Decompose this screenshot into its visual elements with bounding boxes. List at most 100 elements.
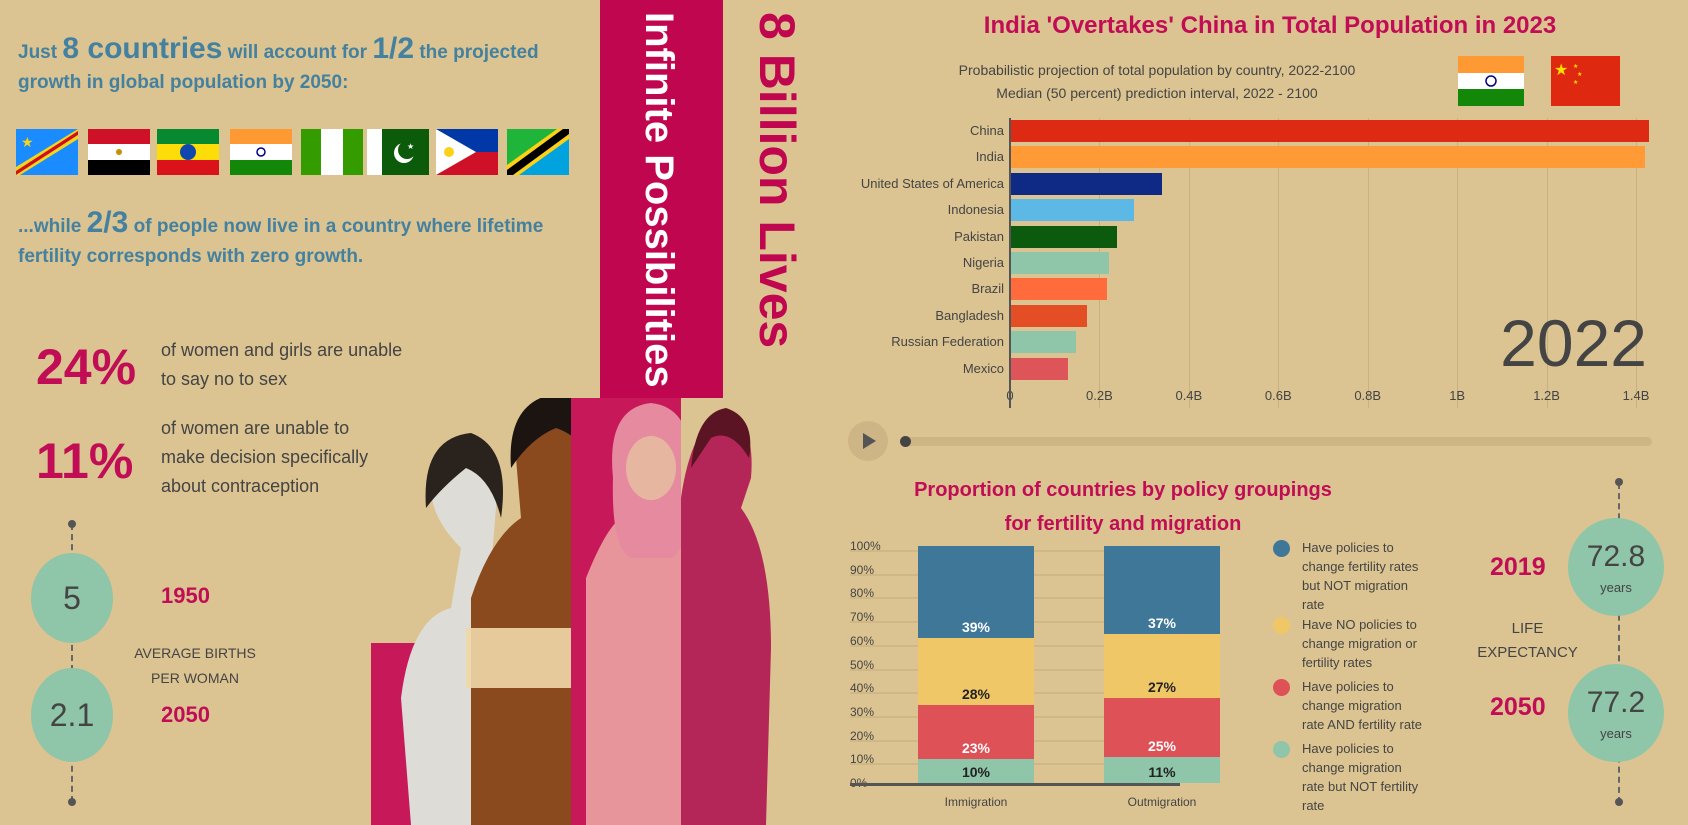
gridline: [1457, 118, 1459, 408]
stat-11-value: 11%: [36, 433, 134, 489]
timeline-slider[interactable]: [900, 436, 1652, 447]
bar-russian-federation: [1011, 331, 1076, 354]
timeline-dot: [1615, 798, 1623, 806]
flag-nigeria-icon: [301, 129, 363, 175]
bar-label: Russian Federation: [891, 334, 1004, 350]
life-timeline-line: [1618, 483, 1620, 803]
text: Just: [18, 42, 63, 63]
text: make decision specifically: [161, 447, 369, 467]
category-label: Outmigration: [1127, 795, 1197, 809]
stack-segment: 27%: [1104, 633, 1220, 698]
india-flag-icon: [1458, 56, 1524, 106]
legend-line: change migration or: [1302, 636, 1417, 651]
side-title: 8 Billion Lives: [749, 12, 805, 349]
births-label: AVERAGE BIRTHS PER WOMAN: [120, 641, 270, 691]
stat-11-text: of women are unable to make decision spe…: [161, 414, 368, 501]
births-value: 5: [63, 579, 81, 616]
bar-pakistan: [1011, 225, 1117, 248]
bar-brazil: [1011, 278, 1108, 301]
y-tick-label: 20%: [850, 728, 875, 743]
bar-bangladesh: [1011, 304, 1088, 327]
highlight: 1/2: [372, 32, 415, 65]
bar-label: United States of America: [860, 175, 1004, 191]
segment-label: 10%: [961, 763, 991, 780]
gridline: [1188, 118, 1190, 408]
gridline: [1367, 118, 1369, 408]
legend-line: rate: [1302, 798, 1325, 813]
legend-line: Have policies to: [1302, 540, 1394, 555]
segment-label: 28%: [961, 685, 991, 702]
text: LIFE: [1511, 620, 1544, 637]
play-button[interactable]: [848, 421, 888, 461]
y-axis: [1009, 118, 1011, 408]
bar-mexico: [1011, 357, 1068, 380]
flag-india-icon: [230, 129, 292, 175]
y-tick-label: 70%: [850, 610, 875, 625]
play-icon: [863, 433, 876, 449]
stack-segment: 25%: [1104, 697, 1220, 757]
x-tick-label: 1.4B: [1622, 388, 1650, 403]
svg-text:★: ★: [1573, 63, 1578, 70]
x-tick-label: 0.4B: [1175, 388, 1203, 403]
text: ...while: [18, 216, 87, 237]
flag-philippines-icon: [436, 129, 498, 175]
segment-label: 39%: [961, 619, 991, 636]
text: will account for: [222, 42, 373, 63]
while-line-1: ...while 2/3 of people now live in a cou…: [18, 206, 543, 240]
bar-label: Pakistan: [954, 228, 1004, 244]
year-1950: 1950: [161, 583, 210, 608]
svg-text:★: ★: [1577, 71, 1582, 78]
segment-label: 25%: [1147, 737, 1177, 754]
stack-segment: 11%: [1104, 756, 1220, 783]
year-2050: 2050: [161, 702, 210, 727]
bar-label: India: [975, 149, 1004, 165]
timeline-dot: [1615, 478, 1623, 486]
text: to say no to sex: [161, 369, 288, 389]
flag-ethiopia-icon: [157, 129, 219, 175]
intro-line-2: growth in global population by 2050:: [18, 72, 349, 93]
svg-text:★: ★: [21, 134, 34, 150]
population-chart-title: India 'Overtakes' China in Total Populat…: [983, 12, 1557, 39]
y-tick-label: 10%: [850, 752, 875, 767]
legend-item: Have policies to change migration rate but…: [1302, 739, 1452, 815]
births-value: 2.1: [49, 696, 95, 733]
life-year-2019: 2019: [1490, 553, 1546, 581]
text: EXPECTANCY: [1477, 644, 1578, 661]
legend-line: fertility rates: [1302, 655, 1373, 670]
legend-line: change migration: [1302, 698, 1402, 713]
bar-label: Brazil: [971, 281, 1004, 297]
women-illustration: [371, 398, 831, 825]
legend-swatch: [1273, 679, 1290, 696]
x-axis: [850, 783, 1180, 786]
x-tick-label: 1.2B: [1533, 388, 1560, 403]
segment-label: 27%: [1147, 678, 1177, 695]
y-tick-label: 30%: [850, 704, 875, 719]
band-title: Infinite Possibilities: [637, 12, 681, 388]
x-tick-label: 1B: [1449, 388, 1466, 403]
bar-india: [1011, 146, 1645, 169]
policy-chart-title-2: for fertility and migration: [1004, 513, 1242, 535]
slider-handle[interactable]: [900, 436, 911, 447]
flag-egypt-icon: [88, 129, 150, 175]
x-tick-label: 0.2B: [1086, 388, 1113, 403]
births-2050-circle: 2.1: [31, 668, 113, 762]
bar-label: Bangladesh: [935, 307, 1004, 323]
segment-label: 37%: [1147, 614, 1177, 631]
intro-line-1: Just 8 countries will account for 1/2 th…: [18, 32, 539, 66]
bar-label: China: [970, 123, 1004, 138]
text: PER WOMAN: [151, 670, 239, 686]
flag-tanzania-icon: [507, 129, 569, 175]
gridline: [1546, 118, 1548, 408]
population-chart-subtitle-1: Probabilistic projection of total popula…: [958, 62, 1356, 78]
stack-segment: 37%: [1104, 546, 1220, 634]
while-line-2: fertility corresponds with zero growth.: [18, 246, 364, 267]
life-unit: years: [1600, 579, 1632, 595]
life-2019-circle: 72.8 years: [1568, 518, 1664, 616]
x-tick-label: 0.6B: [1264, 388, 1292, 403]
segment-label: 23%: [961, 740, 991, 757]
life-expectancy-label: LIFE EXPECTANCY: [1470, 617, 1585, 665]
bar-nigeria: [1011, 252, 1109, 274]
text: AVERAGE BIRTHS: [134, 645, 256, 661]
stack-segment: 10%: [918, 759, 1034, 783]
legend-line: rate AND fertility rate: [1302, 717, 1422, 732]
